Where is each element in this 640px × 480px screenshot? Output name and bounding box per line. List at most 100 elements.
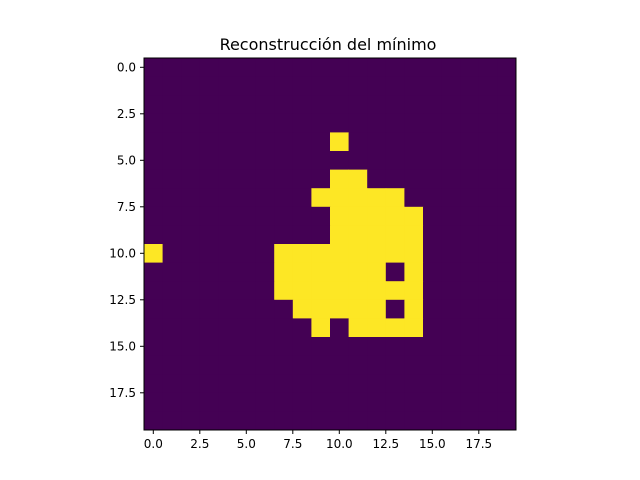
heatmap-cell bbox=[162, 374, 182, 394]
heatmap-cell bbox=[460, 76, 480, 96]
heatmap-cell bbox=[441, 76, 461, 96]
heatmap-cell bbox=[292, 244, 312, 263]
heatmap-cell bbox=[181, 281, 201, 301]
heatmap-cell bbox=[423, 411, 442, 431]
heatmap-cell bbox=[460, 206, 480, 226]
heatmap-cell bbox=[404, 58, 424, 77]
heatmap-cell bbox=[292, 188, 312, 208]
x-tick-label: 10.0 bbox=[326, 437, 353, 451]
heatmap-cell bbox=[441, 95, 461, 115]
heatmap-cell bbox=[218, 411, 238, 431]
heatmap-cell bbox=[144, 113, 163, 133]
heatmap-cell bbox=[311, 188, 331, 208]
heatmap-cell bbox=[497, 262, 517, 282]
heatmap-cell bbox=[423, 392, 442, 412]
heatmap-cell bbox=[497, 355, 517, 375]
heatmap-cell bbox=[199, 113, 219, 133]
heatmap-cell bbox=[460, 244, 480, 263]
heatmap-cell bbox=[460, 113, 480, 133]
heatmap-cell bbox=[237, 76, 256, 96]
y-axis: 0.0 2.5 5.0 7.5 10.0 12.5 15.0 17.5 bbox=[109, 60, 144, 400]
heatmap-cell bbox=[478, 169, 498, 189]
heatmap-cell bbox=[144, 392, 163, 412]
heatmap-cell bbox=[497, 411, 517, 431]
heatmap-cell bbox=[441, 206, 461, 226]
heatmap-cell bbox=[441, 244, 461, 263]
heatmap-cell bbox=[441, 169, 461, 189]
heatmap-cell bbox=[311, 95, 331, 115]
heatmap-cell bbox=[162, 113, 182, 133]
heatmap-cell bbox=[181, 337, 201, 356]
heatmap-cell bbox=[255, 206, 275, 226]
heatmap-cell bbox=[441, 188, 461, 208]
heatmap-cell bbox=[311, 58, 331, 77]
heatmap-cell bbox=[348, 281, 368, 301]
heatmap-cell bbox=[348, 262, 368, 282]
heatmap-cell bbox=[181, 151, 201, 170]
heatmap-cell bbox=[218, 337, 238, 356]
heatmap-cell bbox=[367, 337, 387, 356]
heatmap-cell bbox=[478, 281, 498, 301]
heatmap-cell bbox=[144, 262, 163, 282]
heatmap-cell bbox=[423, 132, 442, 152]
y-tick-label: 15.0 bbox=[109, 339, 136, 353]
heatmap-cell bbox=[478, 225, 498, 245]
heatmap-cell bbox=[478, 262, 498, 282]
x-tick-label: 12.5 bbox=[372, 437, 399, 451]
heatmap-cell bbox=[478, 188, 498, 208]
heatmap-cell bbox=[423, 76, 442, 96]
x-tick-label: 17.5 bbox=[465, 437, 492, 451]
heatmap-cell bbox=[162, 392, 182, 412]
heatmap-cell bbox=[385, 225, 405, 245]
heatmap-cell bbox=[478, 132, 498, 152]
heatmap-cell bbox=[404, 169, 424, 189]
heatmap-cell bbox=[367, 299, 387, 319]
y-tick-label: 2.5 bbox=[117, 107, 136, 121]
heatmap-cell bbox=[311, 318, 331, 338]
heatmap-cell bbox=[181, 132, 201, 152]
heatmap-cell bbox=[348, 188, 368, 208]
heatmap-cell bbox=[478, 318, 498, 338]
heatmap-cell bbox=[367, 244, 387, 263]
heatmap-cell bbox=[385, 58, 405, 77]
heatmap-cell bbox=[497, 225, 517, 245]
heatmap-cell bbox=[199, 76, 219, 96]
heatmap-cell bbox=[237, 392, 256, 412]
heatmap-cell bbox=[385, 132, 405, 152]
heatmap-cell bbox=[404, 299, 424, 319]
axes-frame bbox=[143, 57, 517, 431]
heatmap-cell bbox=[292, 299, 312, 319]
heatmap-cell bbox=[255, 151, 275, 170]
heatmap-cell bbox=[478, 374, 498, 394]
heatmap-cell bbox=[274, 151, 294, 170]
heatmap-cell bbox=[144, 318, 163, 338]
heatmap-cell bbox=[181, 244, 201, 263]
heatmap-cell bbox=[181, 169, 201, 189]
heatmap-cell bbox=[255, 95, 275, 115]
heatmap-cell bbox=[218, 392, 238, 412]
heatmap-cell bbox=[404, 76, 424, 96]
heatmap-cell bbox=[497, 299, 517, 319]
heatmap-cell bbox=[478, 95, 498, 115]
heatmap-cell bbox=[404, 113, 424, 133]
heatmap-cell bbox=[218, 169, 238, 189]
heatmap-cell bbox=[348, 169, 368, 189]
heatmap-cell bbox=[497, 58, 517, 77]
x-tick-label: 15.0 bbox=[419, 437, 446, 451]
heatmap-cell bbox=[181, 262, 201, 282]
heatmap-cell bbox=[497, 113, 517, 133]
heatmap-cell bbox=[144, 355, 163, 375]
heatmap-cell bbox=[478, 113, 498, 133]
heatmap-cell bbox=[441, 58, 461, 77]
heatmap-cell bbox=[199, 355, 219, 375]
heatmap-cell bbox=[404, 262, 424, 282]
heatmap-cell bbox=[460, 262, 480, 282]
heatmap-cell bbox=[423, 225, 442, 245]
heatmap-cell bbox=[274, 392, 294, 412]
heatmap-cell bbox=[460, 95, 480, 115]
heatmap-cell bbox=[292, 169, 312, 189]
heatmap-cell bbox=[423, 95, 442, 115]
heatmap-cell bbox=[162, 95, 182, 115]
heatmap-cell bbox=[255, 76, 275, 96]
